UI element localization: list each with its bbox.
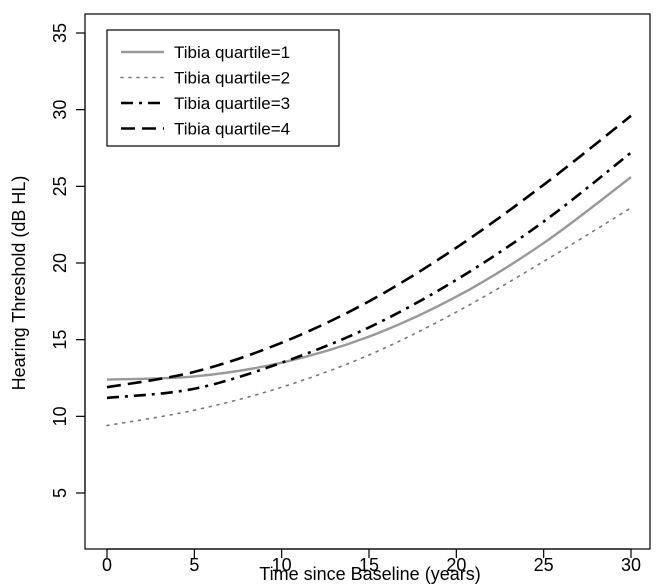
y-tick-label: 30 xyxy=(50,100,70,120)
x-tick-label: 25 xyxy=(534,555,554,575)
legend-label-quartile-1: Tibia quartile=1 xyxy=(174,43,290,62)
legend-box xyxy=(106,29,340,147)
y-tick-label: 20 xyxy=(50,253,70,273)
legend-label-quartile-3: Tibia quartile=3 xyxy=(174,94,290,113)
y-tick-label: 15 xyxy=(50,330,70,350)
series-line-quartile-1 xyxy=(106,176,632,381)
x-tick-label: 15 xyxy=(359,555,379,575)
legend: Tibia quartile=1 Tibia quartile=2 Tibia qu… xyxy=(106,29,340,147)
x-tick-label: 5 xyxy=(189,555,199,575)
legend-label-quartile-2: Tibia quartile=2 xyxy=(174,69,290,88)
series-line-quartile-2 xyxy=(106,207,632,427)
x-tick-label: 20 xyxy=(446,555,466,575)
y-tick-label: 5 xyxy=(50,488,70,498)
x-tick-label: 0 xyxy=(102,555,112,575)
x-axis: 0 5 10 15 20 25 30 xyxy=(102,548,641,575)
y-axis: 5 10 15 20 25 30 35 xyxy=(50,23,86,498)
x-tick-label: 30 xyxy=(621,555,641,575)
y-tick-label: 35 xyxy=(50,23,70,43)
series-layer xyxy=(106,114,632,427)
series-line-quartile-4 xyxy=(106,114,632,389)
y-tick-label: 25 xyxy=(50,176,70,196)
legend-label-quartile-4: Tibia quartile=4 xyxy=(174,120,290,139)
series-line-quartile-3 xyxy=(106,151,632,400)
y-tick-label: 10 xyxy=(50,406,70,426)
x-tick-label: 10 xyxy=(272,555,292,575)
y-axis-title: Hearing Threshold (dB HL) xyxy=(9,176,29,391)
x-axis-title: Time since Baseline (years) xyxy=(259,564,480,584)
